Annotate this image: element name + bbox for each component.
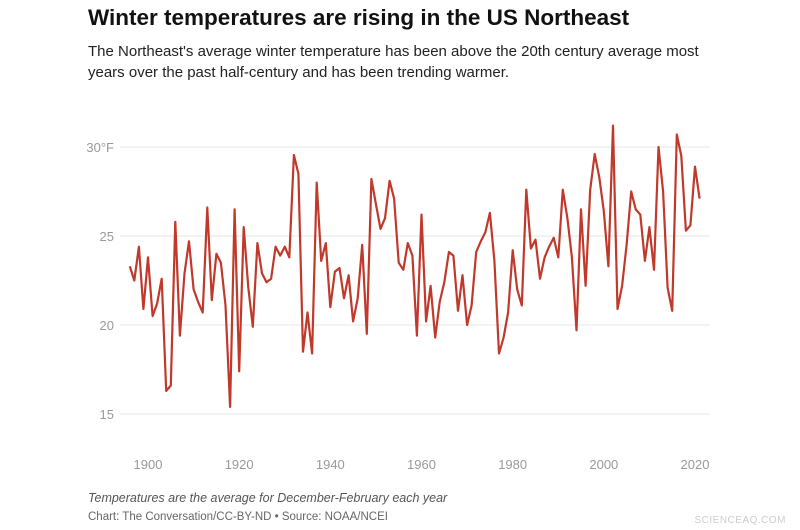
x-axis-ticks: 1900 1920 1940 1960 1980 2000 2020	[134, 457, 710, 472]
y-tick-label: 15	[100, 407, 114, 422]
y-tick-label: 25	[100, 229, 114, 244]
gridlines	[120, 146, 710, 415]
chart-note: Temperatures are the average for Decembe…	[88, 491, 448, 505]
temperature-series-line	[128, 124, 701, 408]
chart-credit: Chart: The Conversation/CC-BY-ND • Sourc…	[88, 511, 388, 523]
chart-subtitle: The Northeast's average winter temperatu…	[88, 43, 699, 81]
y-tick-label: 30°F	[86, 140, 114, 155]
x-tick-label: 1920	[225, 457, 254, 472]
x-tick-label: 1940	[316, 457, 345, 472]
x-tick-label: 2020	[681, 457, 710, 472]
x-tick-label: 2000	[589, 457, 618, 472]
watermark: SCIENCEAQ.COM	[694, 515, 786, 526]
chart-title: Winter temperatures are rising in the US…	[88, 5, 630, 30]
y-axis-ticks: 15 20 25 30°F	[86, 140, 114, 422]
x-tick-label: 1980	[498, 457, 527, 472]
x-tick-label: 1960	[407, 457, 436, 472]
x-tick-label: 1900	[134, 457, 163, 472]
y-tick-label: 20	[100, 318, 114, 333]
